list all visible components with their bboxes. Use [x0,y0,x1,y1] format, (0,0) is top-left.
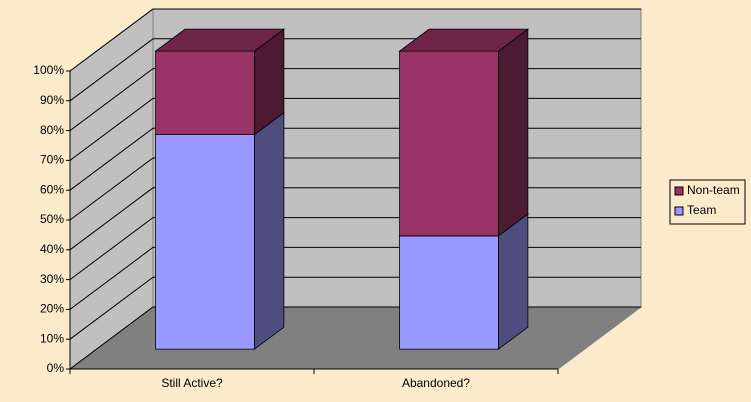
y-tick-label: 100% [33,63,64,77]
legend-label: Team [687,203,716,217]
legend-label: Non-team [687,183,740,197]
bar [155,134,255,350]
legend-swatch [674,186,684,196]
y-tick-label: 90% [40,93,64,107]
x-tick-label: Abandoned? [402,376,470,390]
bar-side [498,213,529,350]
legend-swatch [674,206,684,216]
y-tick-label: 0% [47,361,65,375]
x-tick-label: Still Active? [161,376,223,390]
y-tick-label: 30% [40,272,64,286]
bar-top [154,28,286,52]
bar-top [398,28,530,52]
bar [399,235,499,350]
y-tick-label: 60% [40,182,64,196]
y-tick-label: 70% [40,153,64,167]
grid-line [69,8,641,72]
bar [399,50,499,237]
y-tick-label: 10% [40,331,64,345]
y-tick-label: 40% [40,242,64,256]
y-tick-label: 20% [40,302,64,316]
bar-side [498,28,529,237]
y-tick-label: 50% [40,212,64,226]
bar [155,50,255,136]
bar-side [254,111,285,350]
y-tick-label: 80% [40,123,64,137]
